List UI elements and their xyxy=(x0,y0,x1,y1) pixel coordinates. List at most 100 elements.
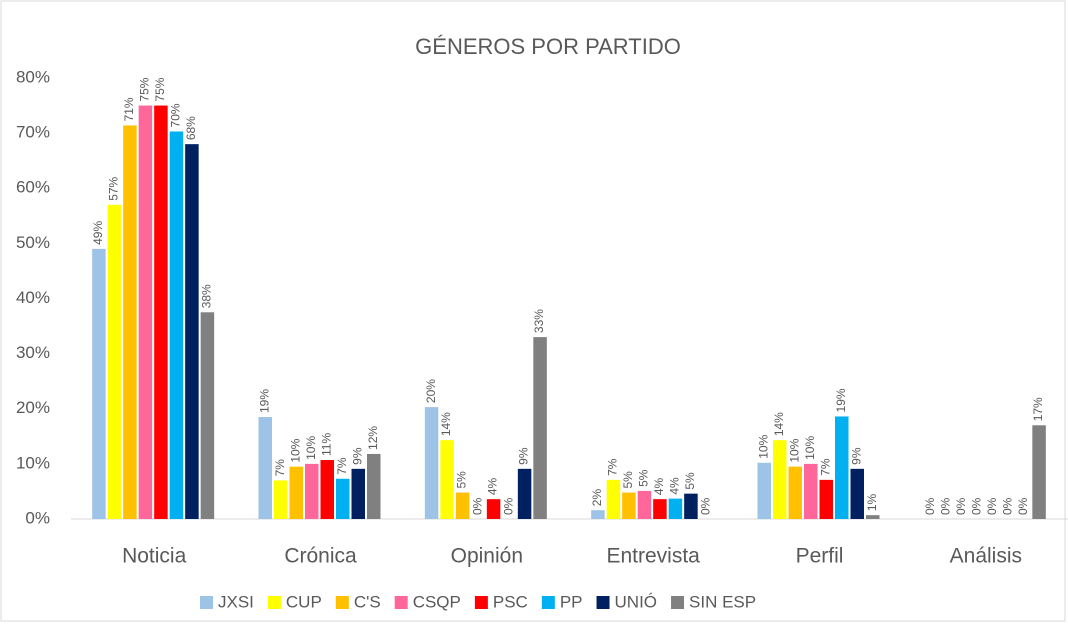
value-label: 14% xyxy=(439,412,453,436)
bar xyxy=(622,492,636,519)
value-label: 0% xyxy=(938,497,952,515)
value-label: 0% xyxy=(1016,497,1030,515)
value-label: 19% xyxy=(834,388,848,412)
x-tick-label: Entrevista xyxy=(606,545,700,568)
bar xyxy=(486,499,501,519)
bar xyxy=(804,463,818,519)
value-label: 4% xyxy=(668,477,682,495)
value-label: 0% xyxy=(969,497,983,515)
y-tick-label: 70% xyxy=(16,123,50,142)
legend-label: PSC xyxy=(493,592,528,611)
bar xyxy=(258,417,272,519)
bar xyxy=(591,510,605,519)
y-tick-label: 80% xyxy=(16,67,50,86)
value-label: 0% xyxy=(501,497,515,515)
bar xyxy=(455,492,470,519)
value-label: 9% xyxy=(517,447,531,465)
value-label: 0% xyxy=(954,497,968,515)
value-label: 68% xyxy=(184,116,198,140)
bar xyxy=(123,125,137,519)
value-label: 12% xyxy=(366,426,380,450)
x-tick-label: Perfil xyxy=(796,545,844,568)
bar xyxy=(668,498,683,519)
legend-swatch xyxy=(541,596,555,609)
legend-label: JXSI xyxy=(218,592,254,611)
bar xyxy=(138,105,153,519)
value-label: 0% xyxy=(1000,497,1014,515)
bar xyxy=(757,462,771,519)
value-label: 75% xyxy=(153,77,167,101)
value-label: 4% xyxy=(652,477,666,495)
bar xyxy=(92,248,106,519)
y-tick-label: 50% xyxy=(16,233,50,252)
value-label: 2% xyxy=(590,489,604,507)
value-label: 70% xyxy=(169,103,183,127)
value-label: 5% xyxy=(637,469,651,487)
x-tick-label: Análisis xyxy=(950,545,1022,568)
x-tick-label: Crónica xyxy=(284,545,357,568)
value-label: 17% xyxy=(1031,397,1045,421)
value-label: 5% xyxy=(455,471,469,489)
value-label: 75% xyxy=(138,77,152,101)
legend-label: SIN ESP xyxy=(689,592,756,611)
legend-swatch xyxy=(394,596,408,609)
legend-swatch xyxy=(200,596,213,609)
bar xyxy=(320,460,334,519)
value-label: 19% xyxy=(257,389,271,413)
bar xyxy=(274,480,288,519)
bar xyxy=(351,468,365,519)
y-tick-label: 20% xyxy=(16,398,50,417)
bar xyxy=(788,466,802,519)
value-label: 33% xyxy=(532,309,546,333)
legend-label: PP xyxy=(560,592,583,611)
legend-swatch xyxy=(671,596,685,609)
value-label: 10% xyxy=(756,434,770,458)
value-label: 49% xyxy=(91,221,105,245)
x-tick-label: Opinión xyxy=(451,545,523,568)
value-label: 0% xyxy=(923,497,937,515)
bar xyxy=(835,416,849,519)
value-label: 5% xyxy=(683,472,697,490)
value-label: 38% xyxy=(200,284,214,308)
bar xyxy=(154,105,168,519)
legend-label: CUP xyxy=(286,592,322,611)
legend-label: C'S xyxy=(354,592,381,611)
y-tick-label: 10% xyxy=(16,453,50,472)
bar xyxy=(200,312,215,519)
value-label: 0% xyxy=(985,497,999,515)
bar xyxy=(1032,425,1046,519)
bar xyxy=(367,453,381,519)
x-tick-label: Noticia xyxy=(122,545,187,568)
bar xyxy=(107,204,122,519)
value-label: 4% xyxy=(486,477,500,495)
bar xyxy=(866,515,880,519)
value-label: 57% xyxy=(107,176,121,200)
value-label: 20% xyxy=(424,379,438,403)
y-tick-label: 30% xyxy=(16,343,50,362)
y-tick-label: 40% xyxy=(16,288,50,307)
y-tick-label: 0% xyxy=(25,508,50,527)
value-label: 71% xyxy=(122,97,136,121)
legend-swatch xyxy=(474,596,488,609)
bar xyxy=(850,468,864,519)
bar xyxy=(185,144,199,519)
bar xyxy=(289,466,303,519)
value-label: 0% xyxy=(470,497,484,515)
value-label: 14% xyxy=(772,412,786,436)
value-label: 0% xyxy=(699,497,713,515)
y-tick-label: 60% xyxy=(16,178,50,197)
chart-title: GÉNEROS POR PARTIDO xyxy=(415,34,681,59)
legend-swatch xyxy=(596,596,610,609)
bar xyxy=(653,499,667,519)
value-label: 7% xyxy=(818,458,832,476)
value-label: 7% xyxy=(606,458,620,476)
value-label: 11% xyxy=(319,433,333,456)
value-label: 10% xyxy=(304,436,318,460)
bar xyxy=(637,490,652,519)
legend-label: CSQP xyxy=(413,592,461,611)
value-label: 9% xyxy=(849,447,863,465)
bar xyxy=(819,479,833,519)
value-label: 9% xyxy=(350,447,364,465)
value-label: 10% xyxy=(803,436,817,460)
